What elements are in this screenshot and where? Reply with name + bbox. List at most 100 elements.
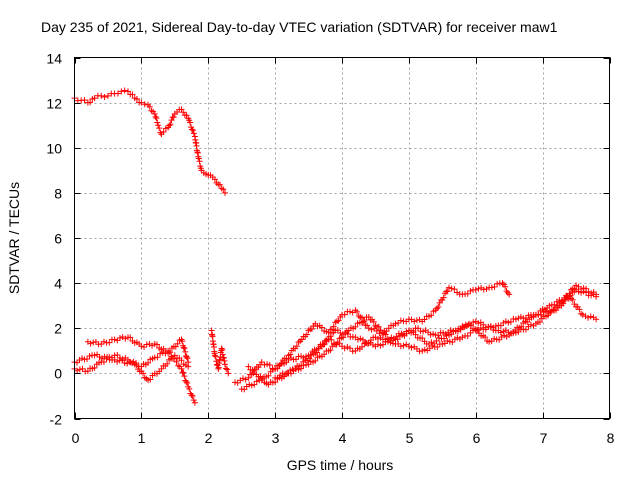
series-track-a xyxy=(71,347,198,406)
y-tick-label: 4 xyxy=(54,276,62,292)
data-point xyxy=(181,345,188,352)
data-point xyxy=(167,121,174,128)
data-point xyxy=(321,351,328,358)
data-point xyxy=(287,351,294,358)
data-point xyxy=(308,326,315,333)
data-point xyxy=(312,357,319,364)
data-point xyxy=(427,331,434,338)
data-point xyxy=(454,334,461,341)
y-tick-label: 8 xyxy=(54,186,62,202)
data-point xyxy=(186,385,193,392)
data-point xyxy=(559,298,566,305)
data-point xyxy=(100,359,107,366)
series-track-f xyxy=(238,286,600,393)
data-point xyxy=(327,347,334,354)
data-point xyxy=(344,330,351,337)
data-point xyxy=(370,318,377,325)
data-point xyxy=(506,291,513,298)
data-point xyxy=(121,360,128,367)
data-point xyxy=(420,328,427,335)
data-point xyxy=(369,341,376,348)
data-point xyxy=(507,318,514,325)
data-point xyxy=(435,304,442,311)
data-point xyxy=(129,91,136,98)
x-tick-label: 4 xyxy=(339,430,347,446)
data-point xyxy=(74,367,81,374)
data-point xyxy=(334,339,341,346)
data-point xyxy=(593,316,600,323)
data-point xyxy=(439,341,446,348)
data-point xyxy=(87,340,94,347)
data-point xyxy=(460,324,467,331)
data-point xyxy=(566,290,573,297)
data-point xyxy=(483,285,490,292)
data-point xyxy=(141,101,148,108)
data-point xyxy=(106,339,113,346)
data-point xyxy=(170,114,177,121)
data-point xyxy=(382,331,389,338)
data-point xyxy=(393,333,400,340)
data-point xyxy=(515,328,522,335)
data-point xyxy=(374,341,381,348)
data-point xyxy=(467,322,474,329)
data-point xyxy=(183,378,190,385)
data-point xyxy=(181,373,188,380)
data-point xyxy=(497,322,504,329)
data-point xyxy=(129,360,136,367)
data-point xyxy=(187,119,194,126)
data-point xyxy=(573,282,580,289)
data-point xyxy=(91,352,98,359)
data-point xyxy=(125,88,131,95)
data-point xyxy=(147,376,154,383)
data-point xyxy=(512,329,519,336)
data-point xyxy=(191,399,198,406)
data-point xyxy=(221,357,228,364)
data-point xyxy=(84,355,91,362)
data-point xyxy=(341,311,348,318)
y-axis-label: SDTVAR / TECUs xyxy=(6,182,22,294)
data-point xyxy=(180,344,187,351)
data-point xyxy=(189,126,196,133)
data-point xyxy=(480,286,487,293)
data-point xyxy=(347,345,354,352)
data-point xyxy=(133,362,140,369)
data-point xyxy=(104,92,111,99)
data-point xyxy=(241,386,248,393)
data-point xyxy=(500,328,507,335)
data-point xyxy=(173,358,180,365)
data-point xyxy=(444,288,451,295)
data-point xyxy=(190,397,197,404)
data-point xyxy=(306,355,313,362)
data-point xyxy=(578,285,585,292)
x-tick-label: 6 xyxy=(473,430,481,446)
data-point xyxy=(184,355,191,362)
data-point xyxy=(281,373,288,380)
y-tick-label: 0 xyxy=(54,366,62,382)
data-point xyxy=(522,315,529,322)
data-point xyxy=(491,283,498,290)
data-point xyxy=(412,331,419,338)
series-high-track xyxy=(71,87,228,196)
data-point xyxy=(245,374,252,381)
data-point xyxy=(195,155,202,162)
data-point xyxy=(474,326,481,333)
data-point xyxy=(87,99,94,106)
data-point xyxy=(544,312,551,319)
data-point xyxy=(527,321,534,328)
data-point xyxy=(166,122,173,129)
data-point xyxy=(379,341,386,348)
x-tick-label: 8 xyxy=(607,430,615,446)
series-track-d xyxy=(208,327,232,377)
data-point xyxy=(86,353,93,360)
data-point xyxy=(347,308,354,315)
data-point xyxy=(421,346,428,353)
data-point xyxy=(593,291,600,298)
data-point xyxy=(274,365,281,372)
data-point xyxy=(133,95,140,102)
data-point xyxy=(138,99,145,106)
data-point xyxy=(576,306,583,313)
data-point xyxy=(274,375,281,382)
data-point xyxy=(253,378,260,385)
data-point xyxy=(157,350,164,357)
chart-title: Day 235 of 2021, Sidereal Day-to-day VTE… xyxy=(41,19,558,35)
